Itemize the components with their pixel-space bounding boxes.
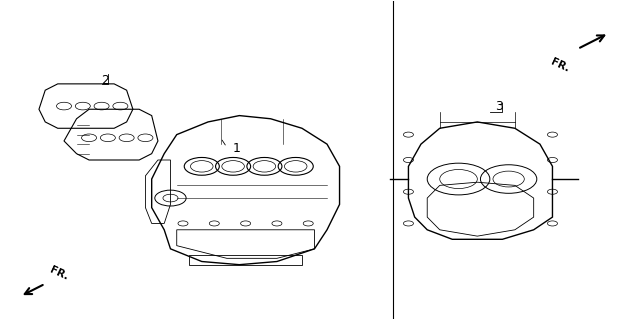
Text: FR.: FR. <box>48 265 70 282</box>
Text: FR.: FR. <box>549 57 571 74</box>
Text: 1: 1 <box>232 142 240 156</box>
Text: 3: 3 <box>495 100 503 113</box>
Text: 2: 2 <box>101 74 109 87</box>
